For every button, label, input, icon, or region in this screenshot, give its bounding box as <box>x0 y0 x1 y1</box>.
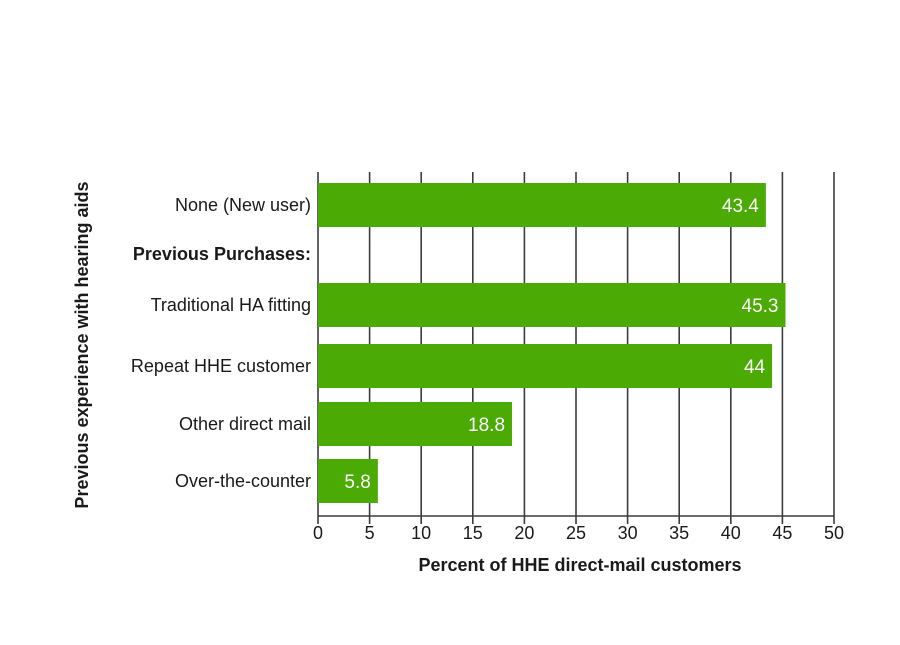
bar <box>318 183 766 227</box>
bar <box>318 283 786 327</box>
x-tick-label: 25 <box>566 523 586 543</box>
x-tick-label: 0 <box>313 523 323 543</box>
x-tick-label: 5 <box>365 523 375 543</box>
bar <box>318 459 378 503</box>
x-tick-label: 35 <box>669 523 689 543</box>
bar-value-label: 5.8 <box>344 472 370 493</box>
x-axis-ticks: 0 5 10 15 20 25 30 35 40 45 50 <box>313 523 844 543</box>
bar <box>318 402 513 446</box>
x-tick-label: 40 <box>721 523 741 543</box>
bar-value-label: 43.4 <box>722 196 759 217</box>
bar-value-label: 44 <box>744 357 766 378</box>
bar-value-label: 45.3 <box>742 296 779 317</box>
category-label: Repeat HHE customer <box>131 356 311 376</box>
x-tick-label: 50 <box>824 523 844 543</box>
category-label: Other direct mail <box>179 414 311 434</box>
x-tick-label: 10 <box>411 523 431 543</box>
category-label: Traditional HA fitting <box>151 295 311 315</box>
x-tick-label: 15 <box>463 523 483 543</box>
x-axis-title: Percent of HHE direct-mail customers <box>418 555 741 575</box>
x-tick-label: 20 <box>514 523 534 543</box>
bars: 43.4 45.3 44 18.8 5.8 <box>318 183 786 503</box>
y-axis-title: Previous experience with hearing aids <box>72 181 92 508</box>
bar-value-label: 18.8 <box>468 415 505 436</box>
x-tick-label: 30 <box>618 523 638 543</box>
category-label: Over-the-counter <box>175 471 311 491</box>
x-tick-label: 45 <box>772 523 792 543</box>
category-label: None (New user) <box>175 195 311 215</box>
category-label: Previous Purchases: <box>133 244 311 264</box>
category-labels: None (New user) Previous Purchases: Tradit… <box>131 195 311 491</box>
bar <box>318 344 773 388</box>
